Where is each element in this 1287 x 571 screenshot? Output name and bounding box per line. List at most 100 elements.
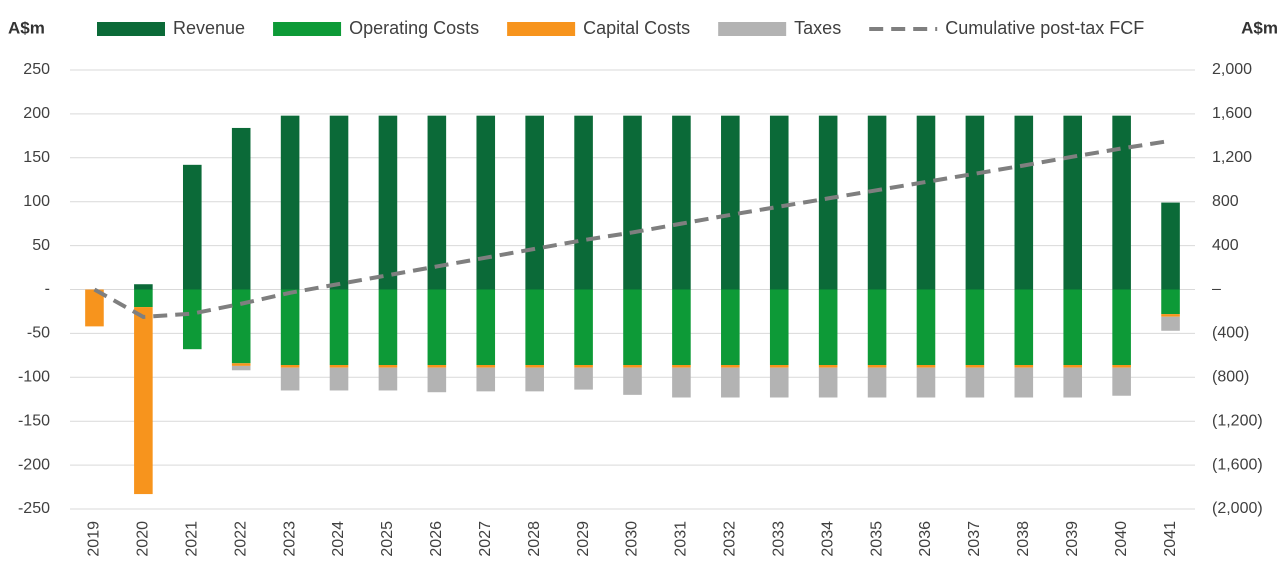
bar bbox=[1161, 289, 1180, 315]
bar bbox=[916, 289, 936, 366]
bar bbox=[574, 365, 593, 368]
x-tick-label: 2029 bbox=[575, 521, 592, 557]
bar bbox=[1063, 367, 1083, 398]
y-tick-label: -200 bbox=[18, 456, 50, 473]
y2-tick-label: 1,600 bbox=[1212, 105, 1252, 122]
bar bbox=[427, 365, 447, 368]
bar bbox=[1112, 289, 1131, 366]
bar bbox=[1063, 365, 1083, 368]
bar bbox=[329, 115, 349, 290]
bar bbox=[182, 289, 202, 350]
bar bbox=[427, 367, 447, 393]
bar bbox=[867, 289, 887, 366]
bar bbox=[916, 367, 936, 398]
legend-swatch bbox=[97, 22, 165, 36]
y-tick-label: 150 bbox=[23, 149, 50, 166]
bar bbox=[818, 365, 838, 368]
y-tick-label: -100 bbox=[18, 369, 50, 386]
legend-swatch bbox=[273, 22, 342, 36]
bar bbox=[1014, 115, 1034, 290]
bar bbox=[1161, 202, 1180, 290]
bar bbox=[867, 365, 887, 368]
bar bbox=[965, 367, 985, 398]
bar bbox=[280, 289, 300, 366]
bar bbox=[182, 164, 202, 290]
bar bbox=[280, 365, 300, 368]
bar bbox=[965, 289, 985, 366]
y-axis-title: A$m bbox=[8, 18, 45, 37]
bar bbox=[1112, 115, 1131, 290]
x-tick-label: 2019 bbox=[86, 521, 103, 557]
bar bbox=[965, 115, 985, 290]
x-tick-label: 2023 bbox=[281, 521, 298, 557]
y2-tick-label: (1,200) bbox=[1212, 412, 1263, 429]
y-tick-label: 200 bbox=[23, 105, 50, 122]
legend-label: Taxes bbox=[794, 18, 841, 38]
bar bbox=[476, 115, 496, 290]
bar bbox=[1063, 115, 1083, 290]
bar bbox=[769, 367, 789, 398]
bar bbox=[769, 365, 789, 368]
bar bbox=[231, 127, 251, 290]
bar bbox=[1063, 289, 1083, 366]
y2-axis-title: A$m bbox=[1241, 18, 1278, 37]
bar bbox=[231, 289, 251, 364]
legend-label: Capital Costs bbox=[583, 18, 690, 38]
x-tick-label: 2025 bbox=[379, 521, 396, 557]
bar bbox=[672, 289, 691, 366]
bar bbox=[134, 289, 153, 308]
bar bbox=[721, 365, 740, 368]
x-tick-label: 2040 bbox=[1113, 521, 1130, 557]
bar bbox=[525, 115, 544, 290]
x-tick-label: 2041 bbox=[1162, 521, 1179, 557]
x-tick-label: 2026 bbox=[428, 521, 445, 557]
bar bbox=[867, 115, 887, 290]
y2-tick-label: 400 bbox=[1212, 237, 1239, 254]
x-tick-label: 2030 bbox=[624, 521, 641, 557]
x-tick-label: 2039 bbox=[1064, 521, 1081, 557]
bar bbox=[818, 289, 838, 366]
bar bbox=[1014, 367, 1034, 398]
x-tick-label: 2033 bbox=[770, 521, 787, 557]
bar bbox=[867, 367, 887, 398]
bar bbox=[280, 115, 300, 290]
x-tick-label: 2034 bbox=[819, 521, 836, 557]
bar bbox=[85, 289, 104, 327]
bar bbox=[916, 115, 936, 290]
y2-tick-label: 2,000 bbox=[1212, 61, 1252, 78]
bar bbox=[427, 289, 447, 366]
y2-tick-label: (1,600) bbox=[1212, 456, 1263, 473]
bar bbox=[476, 289, 496, 366]
bar bbox=[1161, 316, 1180, 331]
y-tick-label: 50 bbox=[32, 237, 50, 254]
y2-tick-label: (400) bbox=[1212, 325, 1249, 342]
x-tick-label: 2037 bbox=[966, 521, 983, 557]
bar bbox=[574, 367, 593, 390]
bar bbox=[329, 365, 349, 368]
bar bbox=[280, 367, 300, 391]
bar bbox=[525, 367, 544, 392]
legend-swatch bbox=[718, 22, 787, 36]
y2-tick-label: 800 bbox=[1212, 193, 1239, 210]
bar bbox=[769, 289, 789, 366]
x-tick-label: 2027 bbox=[477, 521, 494, 557]
y-tick-label: -50 bbox=[27, 325, 50, 342]
bar bbox=[476, 367, 496, 392]
bar bbox=[818, 115, 838, 290]
y-tick-label: 100 bbox=[23, 193, 50, 210]
bar bbox=[623, 115, 642, 290]
bar bbox=[1112, 367, 1131, 396]
bar bbox=[721, 289, 740, 366]
x-tick-label: 2038 bbox=[1015, 521, 1032, 557]
bar bbox=[134, 284, 153, 290]
legend-swatch bbox=[507, 22, 576, 36]
bar bbox=[427, 115, 447, 290]
y2-tick-label: (2,000) bbox=[1212, 500, 1263, 517]
bar bbox=[916, 365, 936, 368]
bar bbox=[378, 365, 398, 368]
bar bbox=[525, 289, 544, 366]
x-tick-label: 2036 bbox=[917, 521, 934, 557]
x-tick-label: 2032 bbox=[722, 521, 739, 557]
bar bbox=[623, 365, 642, 368]
x-tick-label: 2031 bbox=[673, 521, 690, 557]
